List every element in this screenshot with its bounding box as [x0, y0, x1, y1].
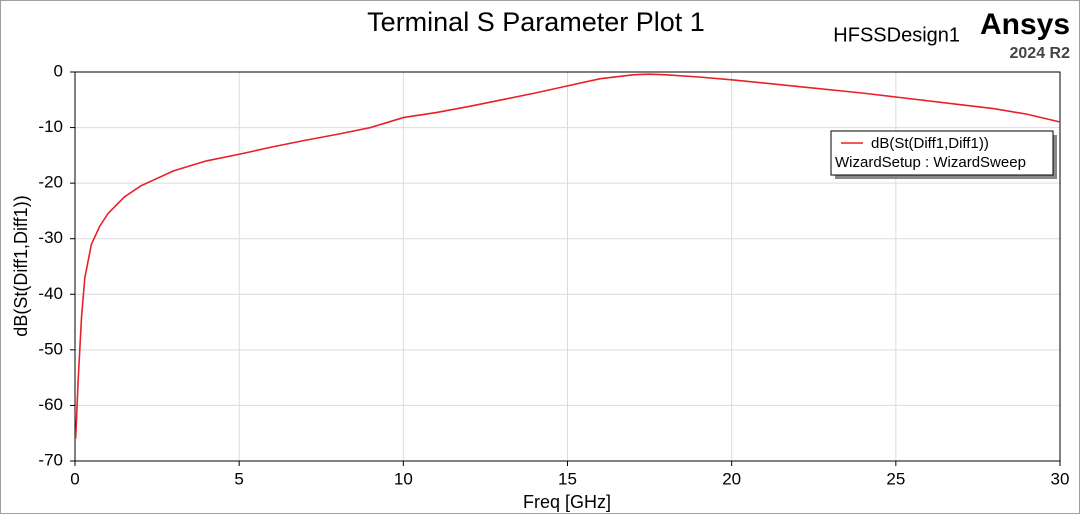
x-tick-label: 15	[558, 469, 577, 488]
version: 2024 R2	[1010, 45, 1071, 62]
legend-box	[830, 130, 1054, 176]
brand: Ansys	[980, 8, 1070, 41]
x-tick-label: 25	[886, 469, 905, 488]
x-axis-label: Freq [GHz]	[523, 492, 611, 512]
chart-title: Terminal S Parameter Plot 1	[367, 7, 705, 37]
x-tick-label: 20	[722, 469, 741, 488]
x-tick-label: 5	[234, 469, 243, 488]
x-tick-label: 10	[394, 469, 413, 488]
y-tick-label: 0	[54, 61, 63, 80]
y-tick-label: -30	[38, 228, 63, 247]
legend-setup: WizardSetup : WizardSweep	[835, 154, 1026, 171]
y-tick-label: -40	[38, 284, 63, 303]
y-tick-label: -50	[38, 339, 63, 358]
y-tick-label: -60	[38, 395, 63, 414]
y-tick-label: -70	[38, 450, 63, 469]
legend-label: dB(St(Diff1,Diff1))	[871, 135, 989, 152]
legend: dB(St(Diff1,Diff1)) WizardSetup : WizardS…	[830, 130, 1057, 179]
y-tick-label: -20	[38, 173, 63, 192]
y-axis-label: dB(St(Diff1,Diff1))	[11, 195, 31, 336]
y-tick-label: -10	[38, 117, 63, 136]
data-line	[74, 73, 1061, 439]
design-name: HFSSDesign1	[833, 24, 960, 46]
x-tick-label: 30	[1051, 469, 1070, 488]
x-tick-label: 0	[70, 469, 79, 488]
